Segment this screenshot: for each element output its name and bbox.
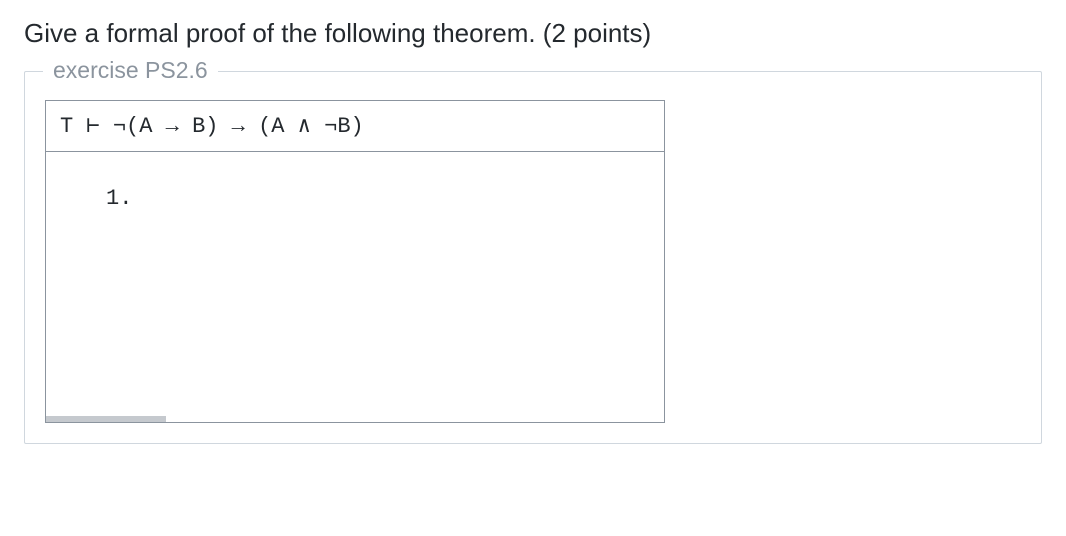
exercise-fieldset: exercise PS2.6 T ⊢ ¬(A → B) → (A ∧ ¬B) 1… bbox=[24, 71, 1042, 444]
proof-line: 1. bbox=[106, 186, 650, 211]
proof-line-number: 1. bbox=[106, 186, 132, 211]
proof-body[interactable]: 1. bbox=[46, 152, 664, 422]
exercise-legend: exercise PS2.6 bbox=[43, 57, 218, 84]
sequent-header: T ⊢ ¬(A → B) → (A ∧ ¬B) bbox=[46, 101, 664, 152]
proof-box: T ⊢ ¬(A → B) → (A ∧ ¬B) 1. bbox=[45, 100, 665, 423]
question-prompt: Give a formal proof of the following the… bbox=[24, 18, 1042, 49]
scrollbar-thumb[interactable] bbox=[46, 416, 166, 422]
